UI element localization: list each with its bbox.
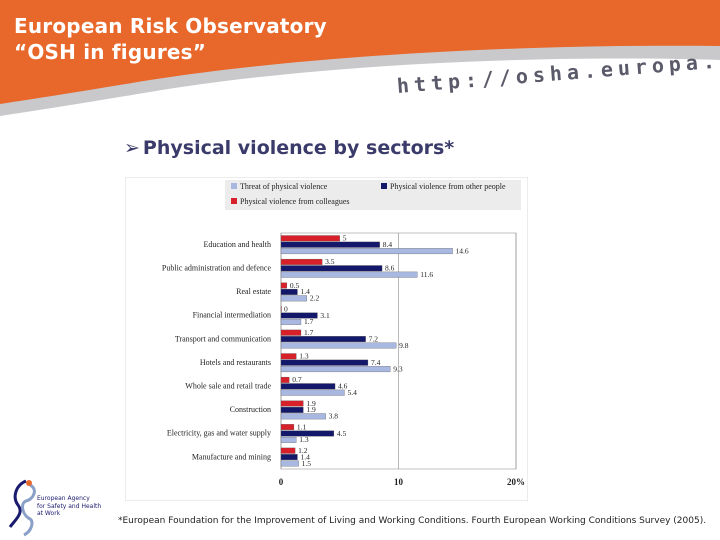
bar bbox=[280, 424, 295, 431]
legend-swatch bbox=[231, 198, 237, 204]
bar bbox=[280, 353, 297, 360]
category-label: Hotels and restaurants bbox=[200, 358, 271, 367]
bar bbox=[280, 265, 383, 272]
bar bbox=[280, 342, 397, 349]
bar-value-label: 14.6 bbox=[456, 246, 469, 255]
slide-title-line1: European Risk Observatory bbox=[14, 14, 327, 38]
bar-value-label: 0.7 bbox=[292, 375, 302, 384]
bar-value-label: 1.9 bbox=[306, 405, 316, 414]
legend-label: Physical violence from other people bbox=[390, 182, 506, 191]
bar bbox=[280, 376, 290, 383]
bar-value-label: 8.4 bbox=[383, 240, 393, 249]
category-label: Financial intermediation bbox=[193, 311, 271, 320]
bar bbox=[280, 454, 298, 461]
bar bbox=[280, 359, 369, 366]
bar-value-label: 1.7 bbox=[304, 328, 314, 337]
bar-value-label: 1.1 bbox=[297, 422, 307, 431]
logo-text-line: European Agency bbox=[37, 495, 90, 502]
bar-value-label: 2.2 bbox=[310, 294, 320, 303]
bar-value-label: 1.9 bbox=[306, 399, 316, 408]
bar-value-label: 7.2 bbox=[369, 334, 379, 343]
bar bbox=[280, 241, 380, 248]
x-tick-label: 10 bbox=[394, 477, 404, 487]
bar bbox=[280, 406, 304, 413]
bar-value-label: 8.6 bbox=[385, 264, 395, 273]
bar bbox=[280, 306, 282, 313]
category-label: Manufacture and mining bbox=[192, 452, 271, 461]
bar bbox=[280, 336, 366, 343]
bar bbox=[280, 282, 288, 289]
bar-value-label: 4.5 bbox=[337, 429, 347, 438]
arrow-bullet-icon: ➢ bbox=[124, 137, 140, 159]
chart-labels: 0 10 20% Education and health 5 8.4 14.6 Public… bbox=[162, 234, 525, 487]
bar bbox=[280, 288, 298, 295]
agency-logo-text: European Agency for Safety and Health at… bbox=[37, 495, 103, 518]
bar bbox=[280, 366, 391, 373]
bar bbox=[280, 389, 345, 396]
slide-subtitle-text: Physical violence by sectors* bbox=[142, 137, 455, 159]
bar bbox=[280, 235, 340, 242]
legend-background bbox=[225, 180, 521, 210]
bar-value-label: 1.3 bbox=[299, 435, 309, 444]
bar-value-label: 1.3 bbox=[299, 352, 309, 361]
eu-osha-logo bbox=[8, 479, 36, 537]
bar-value-label: 5 bbox=[343, 234, 347, 243]
slide-subtitle: ➢ Physical violence by sectors* bbox=[124, 137, 454, 159]
bar-value-label: 9.3 bbox=[393, 364, 403, 373]
bar bbox=[280, 329, 302, 336]
bar bbox=[280, 248, 453, 255]
bar bbox=[280, 413, 326, 420]
chart-bars bbox=[280, 235, 453, 467]
category-label: Whole sale and retail trade bbox=[185, 382, 271, 391]
bar bbox=[280, 295, 308, 302]
bar-value-label: 1.5 bbox=[302, 459, 312, 468]
bar-value-label: 1.2 bbox=[298, 446, 308, 455]
bar-value-label: 4.6 bbox=[338, 382, 348, 391]
bar-value-label: 5.4 bbox=[347, 388, 357, 397]
slide-title-line2: “OSH in figures” bbox=[14, 40, 207, 64]
logo-text-line: for Safety and Health bbox=[37, 502, 102, 510]
category-label: Electricity, gas and water supply bbox=[167, 429, 271, 438]
bar bbox=[280, 436, 297, 443]
legend-label: Threat of physical violence bbox=[240, 182, 328, 191]
bar-value-label: 7.4 bbox=[371, 358, 381, 367]
bar bbox=[280, 430, 335, 437]
bar-value-label: 3.1 bbox=[320, 311, 330, 320]
bar-value-label: 9.8 bbox=[399, 341, 409, 350]
bar bbox=[280, 383, 336, 390]
source-footnote: *European Foundation for the Improvement… bbox=[118, 516, 707, 526]
category-label: Transport and communication bbox=[175, 334, 271, 343]
bar-value-label: 1.7 bbox=[304, 317, 314, 326]
category-label: Education and health bbox=[203, 240, 271, 249]
bar-value-label: 3.8 bbox=[329, 412, 339, 421]
x-tick-label: 0 bbox=[279, 477, 284, 487]
bar-value-label: 3.5 bbox=[325, 257, 335, 266]
header-banner bbox=[0, 0, 720, 116]
bar-value-label: 0 bbox=[284, 304, 288, 313]
legend-label: Physical violence from colleagues bbox=[240, 197, 350, 206]
bar-value-label: 11.6 bbox=[420, 270, 433, 279]
category-label: Real estate bbox=[236, 287, 271, 296]
bar-value-label: 1.4 bbox=[300, 287, 310, 296]
bar bbox=[280, 258, 323, 265]
bar bbox=[280, 312, 318, 319]
bar-chart: Threat of physical violence Physical viol… bbox=[125, 177, 528, 501]
category-label: Public administration and defence bbox=[162, 264, 272, 273]
x-tick-label: 20% bbox=[507, 477, 525, 487]
legend-swatch bbox=[231, 183, 237, 189]
bar bbox=[280, 318, 302, 325]
legend-swatch bbox=[381, 183, 387, 189]
bar bbox=[280, 460, 299, 467]
bar-value-label: 0.5 bbox=[290, 281, 300, 290]
bar bbox=[280, 447, 296, 454]
chart-legend: Threat of physical violence Physical viol… bbox=[225, 180, 521, 210]
bar bbox=[280, 400, 304, 407]
bar-value-label: 1.4 bbox=[300, 452, 310, 461]
logo-text-line: at Work bbox=[37, 510, 61, 517]
bar bbox=[280, 271, 418, 278]
category-label: Construction bbox=[230, 405, 271, 414]
